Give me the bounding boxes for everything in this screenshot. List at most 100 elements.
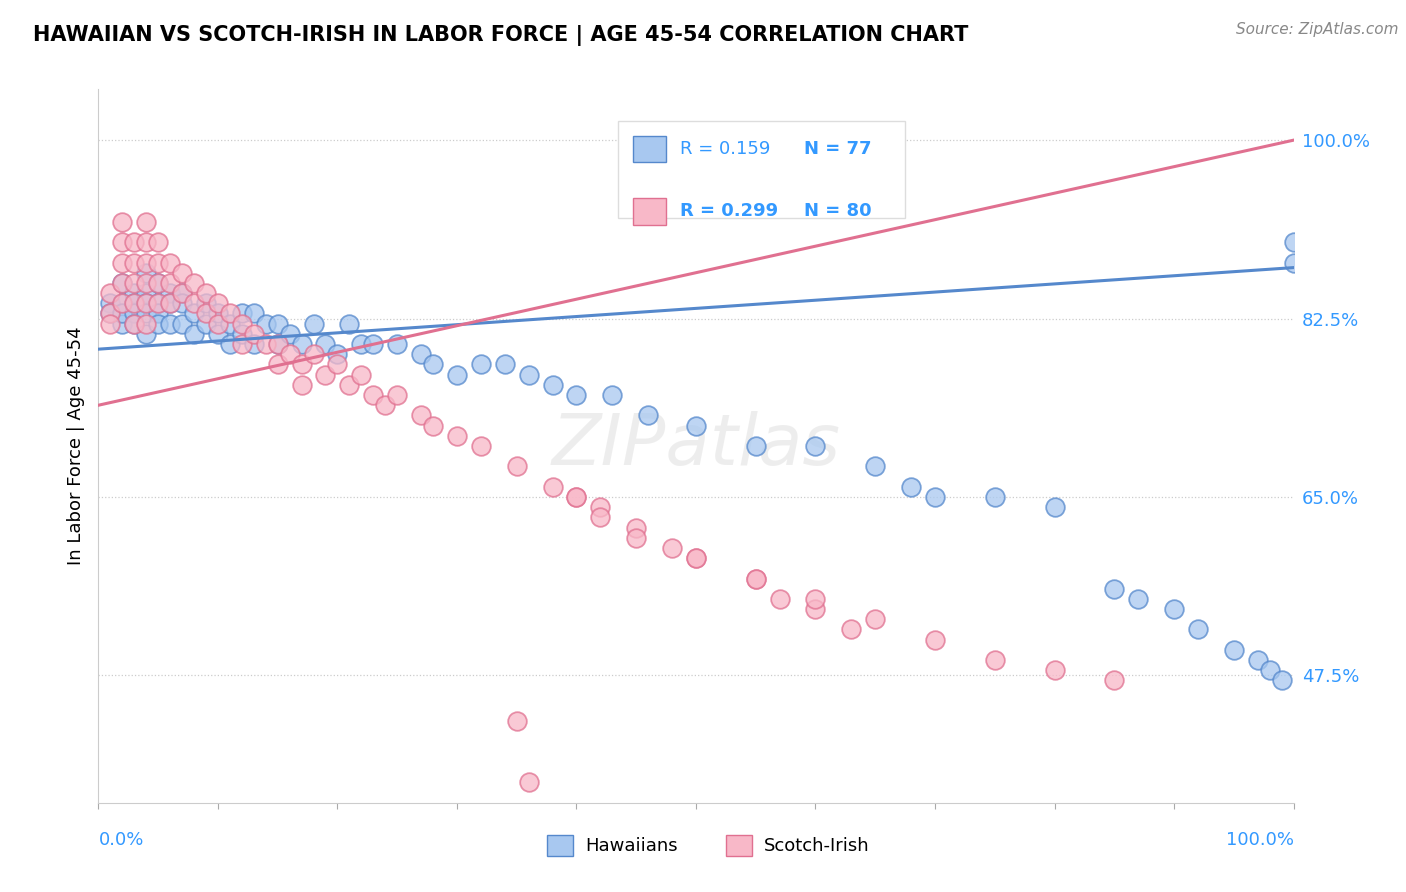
Point [350,368,373,382]
Point [278,326,301,341]
Point [254,317,277,331]
Point [111,296,134,310]
Point [1282,235,1305,249]
Point [183,326,205,341]
Point [745,439,768,453]
Point [148,306,170,320]
Point [339,317,361,331]
Point [172,296,194,310]
Point [135,296,157,310]
Point [267,358,290,372]
Point [135,276,157,290]
Point [267,337,290,351]
Point [183,306,205,320]
Point [626,531,648,545]
Point [506,459,529,474]
Point [446,429,468,443]
Bar [619,121,905,218]
Point [135,326,157,341]
Point [326,347,349,361]
Point [207,326,229,341]
Point [135,235,157,249]
Point [1247,653,1270,667]
Point [1163,602,1185,616]
Point [111,276,134,290]
Point [135,296,157,310]
Bar [633,198,666,225]
Point [159,286,181,301]
Point [841,623,863,637]
Point [326,358,349,372]
Point [111,317,134,331]
Point [98,286,122,301]
Point [589,510,612,524]
Point [172,286,194,301]
Point [111,306,134,320]
Point [302,317,325,331]
Point [363,388,385,402]
Point [661,541,683,555]
Point [111,235,134,249]
Point [111,276,134,290]
Point [195,317,218,331]
Point [124,306,146,320]
Point [804,439,827,453]
Point [1282,255,1305,269]
Point [98,306,122,320]
Point [494,358,516,372]
Text: 100.0%: 100.0% [1226,831,1294,849]
Point [267,317,290,331]
Point [267,337,290,351]
Point [135,255,157,269]
Point [900,480,922,494]
Point [148,276,170,290]
Point [422,418,444,433]
Point [98,317,122,331]
Point [135,317,157,331]
Point [1223,643,1246,657]
Point [1271,673,1294,688]
Text: ZIPatlas: ZIPatlas [551,411,841,481]
Point [565,490,588,504]
Point [565,490,588,504]
Bar [633,136,666,162]
Point [124,296,146,310]
Point [768,591,790,606]
Point [685,551,707,566]
Point [363,337,385,351]
Point [589,500,612,515]
Point [111,255,134,269]
Point [243,337,266,351]
Point [219,317,242,331]
Text: N = 80: N = 80 [804,202,872,220]
Point [291,377,314,392]
Point [1043,500,1066,515]
Point [148,235,170,249]
Y-axis label: In Labor Force | Age 45-54: In Labor Force | Age 45-54 [66,326,84,566]
Point [470,358,492,372]
Text: HAWAIIAN VS SCOTCH-IRISH IN LABOR FORCE | AGE 45-54 CORRELATION CHART: HAWAIIAN VS SCOTCH-IRISH IN LABOR FORCE … [32,25,969,46]
Point [183,296,205,310]
Point [804,602,827,616]
Point [219,337,242,351]
Point [231,306,253,320]
Text: Source: ZipAtlas.com: Source: ZipAtlas.com [1236,22,1399,37]
Point [148,296,170,310]
Point [517,775,540,789]
Point [1128,591,1150,606]
Point [124,255,146,269]
Point [111,296,134,310]
Point [124,317,146,331]
Point [602,388,624,402]
Point [339,377,361,392]
Point [315,337,337,351]
Text: Hawaiians: Hawaiians [585,837,678,855]
Point [231,326,253,341]
Point [470,439,492,453]
Point [195,306,218,320]
Point [984,490,1007,504]
Point [411,347,433,361]
Point [231,337,253,351]
Point [385,388,409,402]
Point [159,276,181,290]
